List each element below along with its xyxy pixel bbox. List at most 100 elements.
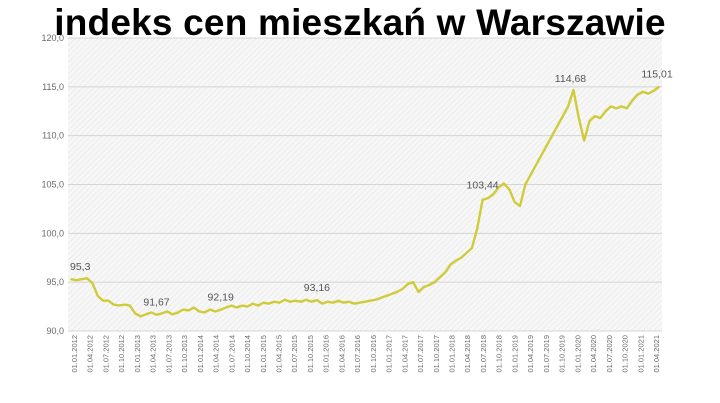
y-tick-label: 115,0 [42,82,64,92]
data-point [166,310,169,313]
data-point [182,308,185,311]
data-point [369,299,372,302]
data-point [86,277,88,280]
data-point [503,182,505,185]
data-point [139,315,142,318]
data-point [332,301,334,304]
data-point [540,154,543,157]
data-point [267,302,270,305]
data-point [636,93,639,96]
x-tick-label: 01.10.2015 [306,335,315,373]
x-tick-label: 01.07.2018 [479,335,488,373]
y-tick-label: 120,0 [41,33,64,43]
x-tick-label: 01.04.2015 [274,335,283,373]
data-point [112,303,115,306]
x-axis: 01.01.2012 01.04.2012 01.07.2012 01.10.2012… [70,335,661,373]
x-tick-label: 01.07.2014 [227,335,236,373]
data-point [289,300,292,303]
x-tick-label: 01.10.2016 [369,335,378,373]
x-tick-label: 01.10.2020 [621,335,630,373]
data-point [465,251,468,254]
data-point [647,92,650,95]
data-point [235,306,238,309]
data-point [433,281,436,284]
data-point [422,286,425,288]
data-point [294,299,297,302]
data-point [321,302,324,305]
x-tick-label: 01.01.2014 [196,335,205,373]
data-point [374,298,377,301]
data-point [492,193,495,196]
data-point [342,301,345,304]
x-tick-label: 01.07.2020 [605,335,614,373]
data-point [102,299,104,302]
data-point [75,279,78,282]
data-point [599,117,602,119]
data-point [214,310,217,313]
data-point [241,304,243,307]
data-point [91,282,94,285]
x-tick-label: 01.04.2017 [400,335,409,373]
x-tick-label: 01.01.2021 [636,335,645,373]
data-point [380,296,382,299]
data-point [449,263,452,266]
x-tick-label: 01.10.2014 [243,335,252,373]
x-tick-label: 01.10.2013 [180,335,189,373]
data-point [428,284,431,286]
x-tick-label: 01.10.2017 [432,335,441,373]
data-point [80,278,83,281]
data-point [577,117,580,119]
x-tick-label: 01.04.2016 [337,335,346,373]
data-point [209,308,211,311]
data-point [454,259,457,262]
x-tick-label: 01.01.2016 [322,335,331,373]
data-point [251,302,254,305]
data-point [583,139,586,142]
x-tick-label: 01.01.2018 [448,335,457,373]
data-point [438,276,441,279]
data-point [160,312,163,315]
data-point [604,110,607,113]
data-point [593,115,596,118]
data-point [609,105,612,108]
x-tick-label: 01.10.2012 [117,335,126,373]
x-tick-label: 01.07.2019 [542,335,551,373]
data-point [406,283,409,286]
series-layer [70,85,660,318]
y-tick-label: 100,0 [41,228,64,238]
x-tick-label: 01.04.2014 [212,335,221,373]
data-point [556,125,559,127]
data-point [497,186,500,189]
data-point [70,278,72,281]
data-point [203,311,206,314]
x-tick-label: 01.01.2019 [510,335,519,373]
data-point [171,313,174,316]
x-tick-label: 01.01.2013 [133,335,142,373]
x-tick-label: 01.07.2012 [101,335,110,373]
data-point [155,313,158,316]
y-tick-label: 110,0 [42,131,64,141]
y-axis: 90,0 95,0 100,0 105,0 110,0 115,0 120,0 [41,33,64,336]
x-tick-label: 01.07.2015 [290,335,299,373]
data-point [529,173,532,176]
y-tick-label: 90,0 [46,326,64,336]
data-point [177,311,179,314]
x-tick-label: 01.01.2015 [259,335,268,373]
y-tick-label: 95,0 [46,277,64,287]
data-point [535,164,537,166]
data-point [326,300,329,303]
data-point [198,310,201,313]
data-point [96,294,99,297]
data-label: 91,67 [143,297,169,309]
data-point [225,306,227,309]
data-point [315,299,318,302]
data-point [417,291,420,293]
x-tick-label: 01.04.2019 [526,335,535,373]
data-label: 103,44 [467,180,499,192]
data-point [460,256,463,259]
data-point [278,301,281,304]
data-point [262,301,265,304]
data-point [364,300,366,303]
data-point [615,107,618,110]
